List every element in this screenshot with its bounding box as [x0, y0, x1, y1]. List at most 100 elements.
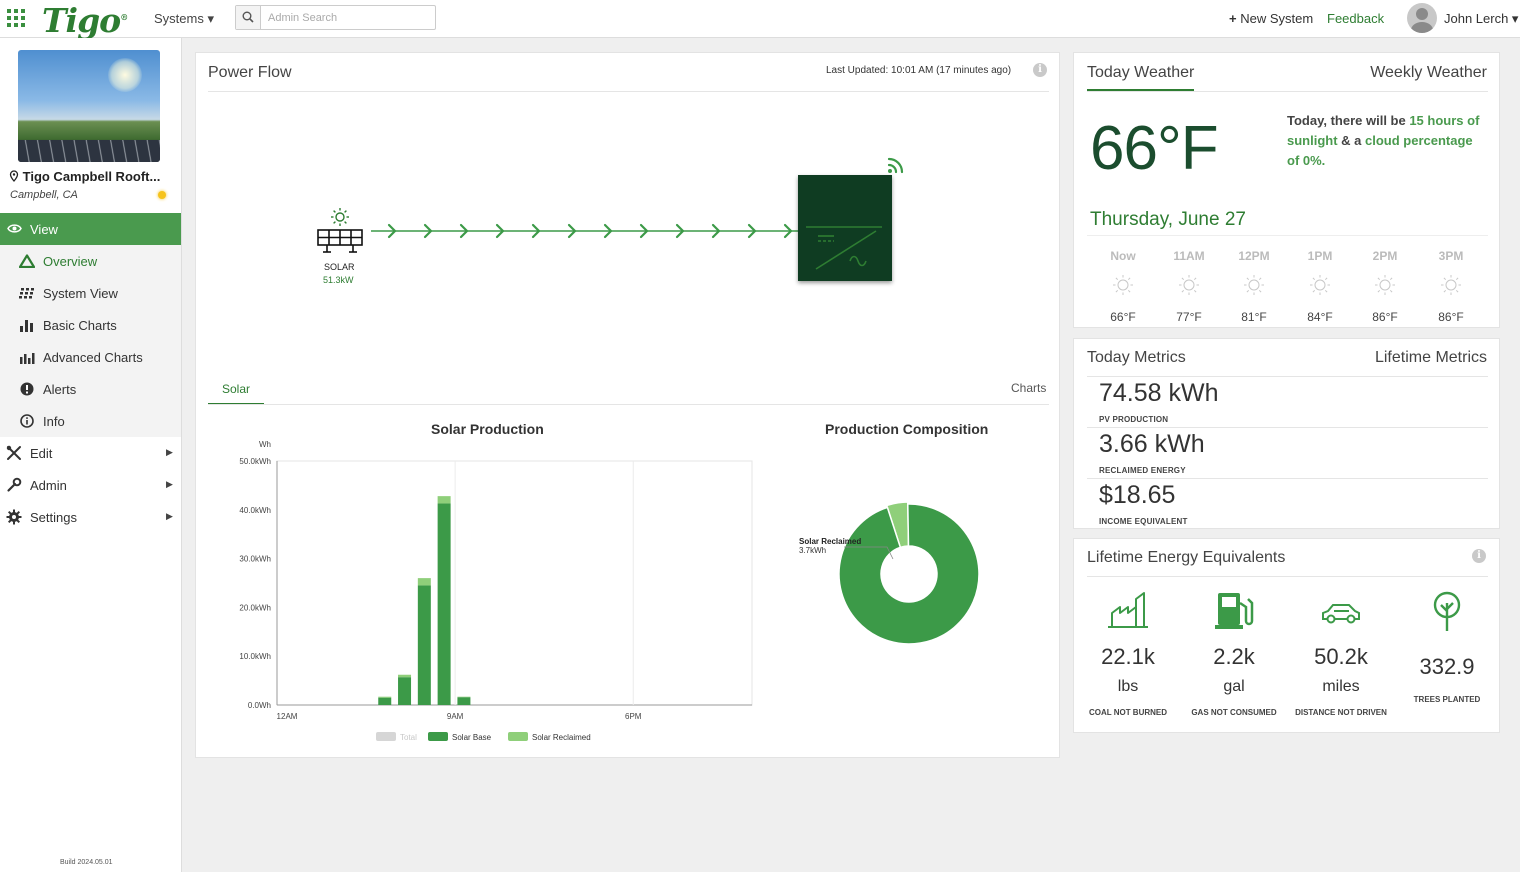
hourly-forecast: 11AM 77°F: [1164, 249, 1214, 324]
nav-settings[interactable]: Settings ▶: [0, 501, 181, 533]
hour-label: 1PM: [1307, 249, 1333, 263]
divider: [1087, 235, 1488, 236]
hour-label: 12PM: [1238, 249, 1270, 263]
pv-production-value: 74.58 kWh: [1099, 379, 1219, 407]
top-bar: Tigo® Systems ▾ + New System Feedback Jo…: [0, 0, 1520, 40]
coal-unit: lbs: [1117, 678, 1139, 695]
y-axis-label: Wh: [259, 440, 271, 449]
user-avatar[interactable]: [1407, 3, 1437, 33]
search-icon: [242, 11, 254, 23]
power-flow-title: Power Flow: [208, 64, 292, 81]
distance-unit: miles: [1322, 678, 1360, 695]
info-icon[interactable]: i: [1033, 63, 1047, 77]
feedback-link[interactable]: Feedback: [1327, 11, 1385, 26]
bar-solar-base: [437, 503, 451, 705]
user-menu[interactable]: John Lerch ▾: [1444, 11, 1519, 26]
distance-caption: DISTANCE NOT DRIVEN: [1295, 708, 1387, 717]
tab-solar[interactable]: Solar: [222, 382, 251, 396]
site-name-label: Tigo Campbell Rooft...: [22, 169, 161, 184]
sidebar: Tigo Campbell Rooft... Campbell, CA View…: [0, 38, 182, 872]
subnav-overview[interactable]: Overview: [0, 245, 181, 277]
divider: [208, 91, 1049, 92]
search-button[interactable]: [236, 6, 261, 29]
power-flow-card: Power Flow Last Updated: 10:01 AM (17 mi…: [195, 52, 1060, 758]
nav-edit[interactable]: Edit ▶: [0, 437, 181, 469]
subnav-label: Alerts: [43, 382, 77, 397]
build-version: Build 2024.05.01: [60, 859, 113, 866]
hour-temperature: 66°F: [1110, 310, 1136, 324]
tree-icon: [1433, 591, 1461, 631]
factory-icon: [1108, 592, 1148, 628]
tab-today-metrics[interactable]: Today Metrics: [1087, 349, 1186, 366]
subnav-label: Advanced Charts: [43, 350, 143, 365]
x-tick-label: 6PM: [625, 712, 642, 721]
solar-array-icon[interactable]: [313, 205, 367, 259]
reclaimed-energy-value: 3.66 kWh: [1099, 430, 1205, 458]
hour-label: 3PM: [1438, 249, 1464, 263]
nav-admin[interactable]: Admin ▶: [0, 469, 181, 501]
admin-search-input[interactable]: [262, 6, 432, 29]
callout-line-reclaimed: [844, 546, 894, 560]
hourly-forecast: 3PM 86°F: [1426, 249, 1476, 324]
tab-weekly-weather[interactable]: Weekly Weather: [1370, 64, 1487, 81]
tab-lifetime-metrics[interactable]: Lifetime Metrics: [1374, 349, 1487, 366]
bar-solar-reclaimed: [398, 674, 412, 678]
hour-temperature: 86°F: [1372, 310, 1398, 324]
info-icon[interactable]: i: [1472, 549, 1486, 563]
new-system-label: New System: [1240, 11, 1314, 26]
subnav-label: Overview: [43, 254, 98, 269]
plot-frame: [276, 460, 753, 706]
subnav-advanced-charts[interactable]: Advanced Charts: [0, 341, 181, 373]
tigo-logo[interactable]: Tigo®: [42, 1, 128, 40]
desc-text: & a: [1337, 133, 1366, 148]
gas-unit: gal: [1223, 678, 1245, 695]
reclaimed-energy-label: RECLAIMED ENERGY: [1099, 466, 1186, 475]
sun-icon: [1310, 275, 1330, 295]
apps-grid-icon[interactable]: [7, 9, 25, 27]
legend-swatch: [428, 732, 448, 741]
site-name[interactable]: Tigo Campbell Rooft...: [9, 169, 160, 184]
equivalent-coal: 22.1k lbs COAL NOT BURNED: [1078, 589, 1178, 717]
cloud-percentage: cloud percentage of 0%.: [1287, 133, 1473, 168]
y-tick-label: 30.0kWh: [239, 555, 271, 564]
bar-solar-base: [457, 697, 471, 705]
hour-label: 11AM: [1173, 249, 1205, 263]
y-tick-label: 20.0kWh: [239, 603, 271, 612]
equivalent-gas: 2.2k gal GAS NOT CONSUMED: [1184, 589, 1284, 717]
hour-temperature: 77°F: [1176, 310, 1202, 324]
solar-production-title: Solar Production: [431, 421, 544, 437]
y-tick-label: 40.0kWh: [239, 506, 271, 515]
gas-caption: GAS NOT CONSUMED: [1191, 708, 1277, 717]
legend-swatch: [376, 732, 396, 741]
subnav-info[interactable]: Info: [0, 405, 181, 437]
site-location: Campbell, CA: [10, 189, 78, 201]
weather-card: Today Weather Weekly Weather 66°F Today,…: [1073, 52, 1500, 328]
logo-text: Tigo: [42, 1, 121, 40]
weather-description: Today, there will be 15 hours of sunligh…: [1287, 111, 1487, 171]
chevron-right-icon: ▶: [166, 511, 173, 521]
hourly-forecast: 1PM 84°F: [1295, 249, 1345, 324]
sun-icon: [1179, 275, 1199, 295]
metrics-card: Today Metrics Lifetime Metrics 74.58 kWh…: [1073, 338, 1500, 529]
systems-menu[interactable]: Systems ▾: [154, 11, 214, 26]
new-system-button[interactable]: + New System: [1229, 11, 1313, 26]
bar-solar-reclaimed: [437, 496, 451, 504]
subnav-label: Basic Charts: [43, 318, 117, 333]
subnav-label: System View: [43, 286, 118, 301]
equivalent-distance: 50.2k miles DISTANCE NOT DRIVEN: [1291, 589, 1391, 717]
subnav-alerts[interactable]: Alerts: [0, 373, 181, 405]
subnav-basic-charts[interactable]: Basic Charts: [0, 309, 181, 341]
y-tick-label: 50.0kWh: [239, 457, 271, 466]
nav-label: Settings: [30, 510, 77, 525]
y-tick-label: 0.0Wh: [248, 701, 271, 710]
current-temperature: 66°F: [1090, 114, 1219, 183]
subnav-system-view[interactable]: System View: [0, 277, 181, 309]
hour-temperature: 81°F: [1241, 310, 1267, 324]
pv-production-label: PV PRODUCTION: [1099, 415, 1169, 424]
tab-today-weather[interactable]: Today Weather: [1087, 64, 1195, 81]
nav-view[interactable]: View: [0, 213, 181, 245]
tab-charts[interactable]: Charts: [1011, 381, 1047, 395]
inverter-device[interactable]: [798, 175, 892, 281]
solar-production-chart[interactable]: 0.0Wh 10.0kWh 20.0kWh 30.0kWh 40.0kWh 50.0kWh…: [206, 433, 766, 753]
